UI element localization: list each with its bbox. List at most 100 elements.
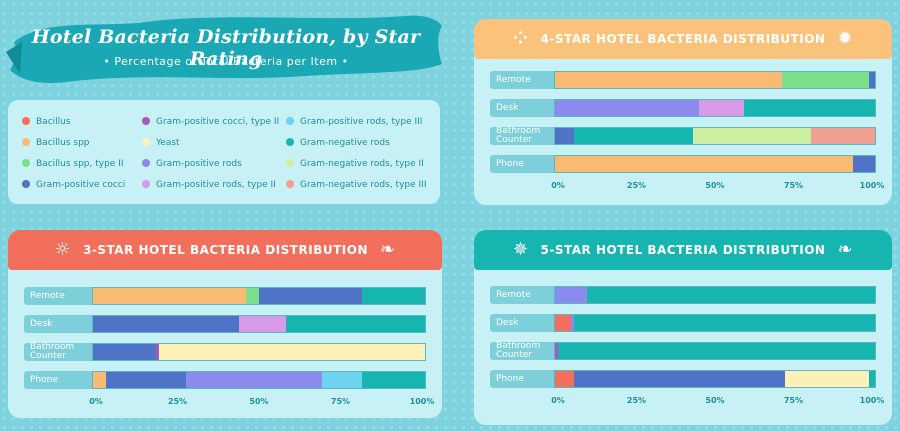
panel-4-star: ⁘ 4-STAR HOTEL BACTERIA DISTRIBUTION ✹ R…	[474, 19, 892, 205]
worm-bacteria-icon: ❧	[379, 239, 396, 260]
row-label: Bathroom Counter	[24, 343, 94, 361]
panel-header: ⁘ 4-STAR HOTEL BACTERIA DISTRIBUTION ✹	[474, 19, 892, 59]
bar-segment	[555, 371, 575, 387]
bar-segment	[810, 128, 875, 144]
bar-segment	[185, 372, 323, 388]
legend-label: Gram-negative rods, type III	[300, 180, 427, 190]
legend-label: Gram-positive rods, type III	[300, 117, 423, 127]
bar-segment	[361, 372, 425, 388]
x-tick-label: 0%	[551, 396, 565, 405]
legend-item: Gram-positive rods	[142, 159, 242, 169]
stacked-bar	[554, 127, 876, 145]
bar-segment	[852, 156, 875, 172]
legend-swatch	[142, 138, 150, 146]
legend-swatch	[22, 159, 30, 167]
bar-segment	[782, 72, 869, 88]
bar-segment	[574, 315, 875, 331]
x-tick-label: 25%	[626, 181, 647, 190]
bar-segment	[571, 315, 575, 331]
panel-header: ☼ 3-STAR HOTEL BACTERIA DISTRIBUTION ❧	[8, 230, 442, 270]
row-label: Desk	[24, 315, 94, 333]
legend-item: Gram-negative rods, type II	[286, 159, 424, 169]
bar-segment	[285, 316, 425, 332]
legend-label: Gram-positive cocci, type II	[156, 117, 280, 127]
page-title: Hotel Bacteria Distribution, by Star Rat…	[31, 26, 421, 70]
stacked-bar	[92, 371, 426, 389]
chart-title: 5-STAR HOTEL BACTERIA DISTRIBUTION	[540, 243, 826, 257]
legend-swatch	[286, 159, 294, 167]
stacked-bar	[92, 287, 426, 305]
stacked-bar	[92, 315, 426, 333]
bar-segment	[258, 288, 362, 304]
bar-segment	[699, 100, 744, 116]
virus-face-icon: ☼	[54, 239, 72, 260]
legend-swatch	[142, 117, 150, 125]
bar-segment	[868, 72, 875, 88]
bar-segment	[555, 343, 559, 359]
bar-segment	[93, 288, 246, 304]
row-label: Phone	[490, 370, 560, 388]
panel-3-star: ☼ 3-STAR HOTEL BACTERIA DISTRIBUTION ❧ R…	[8, 230, 442, 418]
bar-segment	[587, 287, 875, 303]
row-label: Phone	[490, 155, 556, 173]
stacked-bar	[554, 314, 876, 332]
bar-segment	[106, 372, 186, 388]
x-tick-label: 100%	[859, 181, 885, 190]
x-tick-label: 0%	[89, 397, 103, 406]
row-label: Bathroom Counter	[490, 342, 560, 360]
legend-label: Bacillus spp	[36, 138, 90, 148]
legend: Bacillus Bacillus spp Bacillus spp, type I…	[8, 100, 440, 204]
legend-item: Gram-positive cocci	[22, 180, 125, 190]
x-tick-label: 50%	[249, 397, 269, 406]
legend-swatch	[286, 180, 294, 188]
stacked-bar	[554, 99, 876, 117]
x-tick-label: 100%	[859, 396, 885, 405]
legend-swatch	[22, 180, 30, 188]
worm-bacteria-icon: ❧	[837, 239, 854, 260]
legend-swatch	[286, 138, 294, 146]
bar-segment	[555, 315, 571, 331]
row-label: Bathroom Counter	[490, 127, 556, 145]
bar-segment	[322, 372, 362, 388]
stacked-bar	[554, 71, 876, 89]
bar-segment	[361, 288, 425, 304]
bar-segment	[868, 371, 875, 387]
x-tick-label: 75%	[783, 181, 804, 190]
x-tick-label: 100%	[409, 397, 435, 406]
chart-title: 4-STAR HOTEL BACTERIA DISTRIBUTION	[540, 32, 826, 46]
bar-segment	[245, 288, 259, 304]
stacked-bar	[554, 155, 876, 173]
panel-5-star: ✵ 5-STAR HOTEL BACTERIA DISTRIBUTION ❧ R…	[474, 230, 892, 425]
bar-segment	[555, 287, 587, 303]
x-tick-label: 25%	[626, 396, 647, 405]
legend-item: Gram-positive rods, type II	[142, 180, 276, 190]
page-subtitle: • Percentage of Total Bacteria per Item …	[103, 55, 349, 68]
row-label: Desk	[490, 314, 560, 332]
legend-swatch	[142, 159, 150, 167]
legend-swatch	[22, 117, 30, 125]
panel-header: ✵ 5-STAR HOTEL BACTERIA DISTRIBUTION ❧	[474, 230, 892, 270]
x-tick-label: 75%	[330, 397, 351, 406]
x-tick-label: 50%	[705, 181, 725, 190]
row-label: Phone	[24, 371, 94, 389]
legend-item: Bacillus	[22, 117, 71, 127]
bar-segment	[156, 344, 160, 360]
banner-ribbon	[6, 15, 442, 84]
bar-segment	[555, 128, 575, 144]
legend-item: Gram-positive cocci, type II	[142, 117, 279, 127]
legend-item: Gram-negative rods	[286, 138, 390, 148]
bar-segment	[93, 316, 240, 332]
legend-swatch	[142, 180, 150, 188]
stacked-bar	[554, 286, 876, 304]
bar-segment	[239, 316, 286, 332]
spiky-virus-icon: ✵	[512, 239, 529, 260]
legend-label: Bacillus spp, type II	[36, 159, 124, 169]
row-label: Remote	[490, 286, 560, 304]
legend-label: Gram-positive cocci	[36, 180, 126, 190]
bar-segment	[692, 128, 811, 144]
bar-segment	[574, 371, 786, 387]
bar-segment	[558, 343, 875, 359]
legend-label: Yeast	[156, 138, 180, 148]
stacked-bar	[92, 343, 426, 361]
bar-segment	[785, 371, 869, 387]
